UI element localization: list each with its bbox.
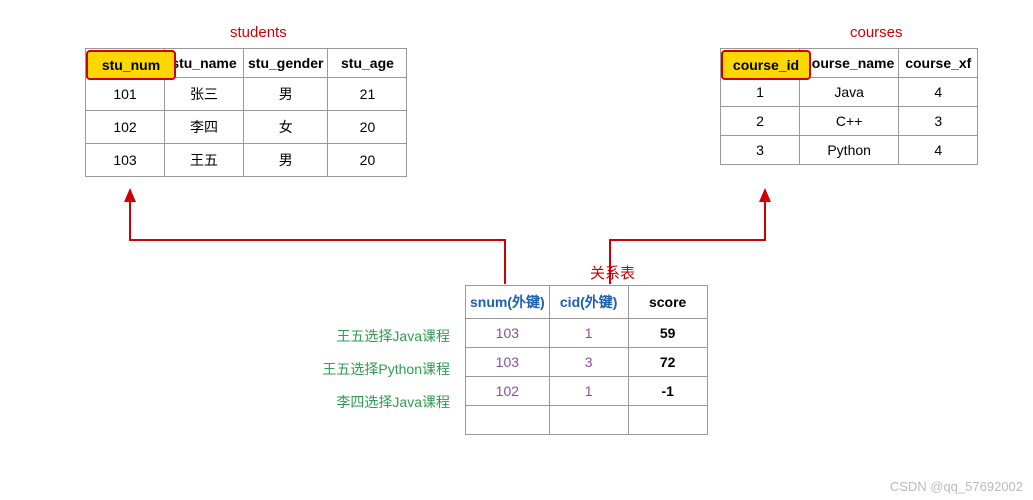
cell: 103 — [466, 319, 550, 348]
arrow-snum-to-students — [130, 190, 505, 284]
cell: 20 — [328, 144, 407, 177]
table-row — [466, 406, 708, 435]
table-row: 102 李四 女 20 — [86, 111, 407, 144]
courses-title: courses — [850, 24, 903, 41]
cell — [549, 406, 628, 435]
cell: 4 — [899, 136, 978, 165]
cell: 3 — [549, 348, 628, 377]
relation-desc-0: 王五选择Java课程 — [300, 326, 450, 346]
students-title: students — [230, 24, 287, 41]
col-score: score — [628, 286, 707, 319]
courses-pk-highlight: course_id — [721, 50, 811, 80]
col-snum: snum(外键) — [466, 286, 550, 319]
cell: 102 — [466, 377, 550, 406]
col-cid: cid(外键) — [549, 286, 628, 319]
table-row: 101 张三 男 21 — [86, 78, 407, 111]
cell: 男 — [244, 78, 328, 111]
cell: 103 — [466, 348, 550, 377]
col-course-xf: course_xf — [899, 49, 978, 78]
table-header-row: snum(外键) cid(外键) score — [466, 286, 708, 319]
cell: 王五 — [165, 144, 244, 177]
cell: 3 — [721, 136, 800, 165]
cell: 4 — [899, 78, 978, 107]
cell: 21 — [328, 78, 407, 111]
cell: 102 — [86, 111, 165, 144]
cell: 2 — [721, 107, 800, 136]
cell: 1 — [721, 78, 800, 107]
relation-desc-2: 李四选择Java课程 — [300, 392, 450, 412]
table-row: 102 1 -1 — [466, 377, 708, 406]
cell: 59 — [628, 319, 707, 348]
cell: 张三 — [165, 78, 244, 111]
col-course-name: course_name — [800, 49, 899, 78]
cell: 20 — [328, 111, 407, 144]
cell: 72 — [628, 348, 707, 377]
col-stu-gender: stu_gender — [244, 49, 328, 78]
cell: 女 — [244, 111, 328, 144]
cell: 男 — [244, 144, 328, 177]
cell: 103 — [86, 144, 165, 177]
cell: 1 — [549, 319, 628, 348]
cell: -1 — [628, 377, 707, 406]
watermark: CSDN @qq_57692002 — [890, 479, 1023, 494]
students-pk-highlight: stu_num — [86, 50, 176, 80]
cell — [628, 406, 707, 435]
cell — [466, 406, 550, 435]
cell: Python — [800, 136, 899, 165]
table-row: 2 C++ 3 — [721, 107, 978, 136]
cell: 101 — [86, 78, 165, 111]
table-row: 103 1 59 — [466, 319, 708, 348]
col-stu-age: stu_age — [328, 49, 407, 78]
cell: Java — [800, 78, 899, 107]
cell: 1 — [549, 377, 628, 406]
table-row: 103 3 72 — [466, 348, 708, 377]
table-row: 103 王五 男 20 — [86, 144, 407, 177]
relation-table: snum(外键) cid(外键) score 103 1 59 103 3 72… — [465, 285, 708, 435]
cell: C++ — [800, 107, 899, 136]
relation-title: 关系表 — [590, 262, 635, 283]
cell: 李四 — [165, 111, 244, 144]
col-stu-name: stu_name — [165, 49, 244, 78]
table-row: 1 Java 4 — [721, 78, 978, 107]
table-row: 3 Python 4 — [721, 136, 978, 165]
cell: 3 — [899, 107, 978, 136]
relation-desc-1: 王五选择Python课程 — [300, 359, 450, 379]
